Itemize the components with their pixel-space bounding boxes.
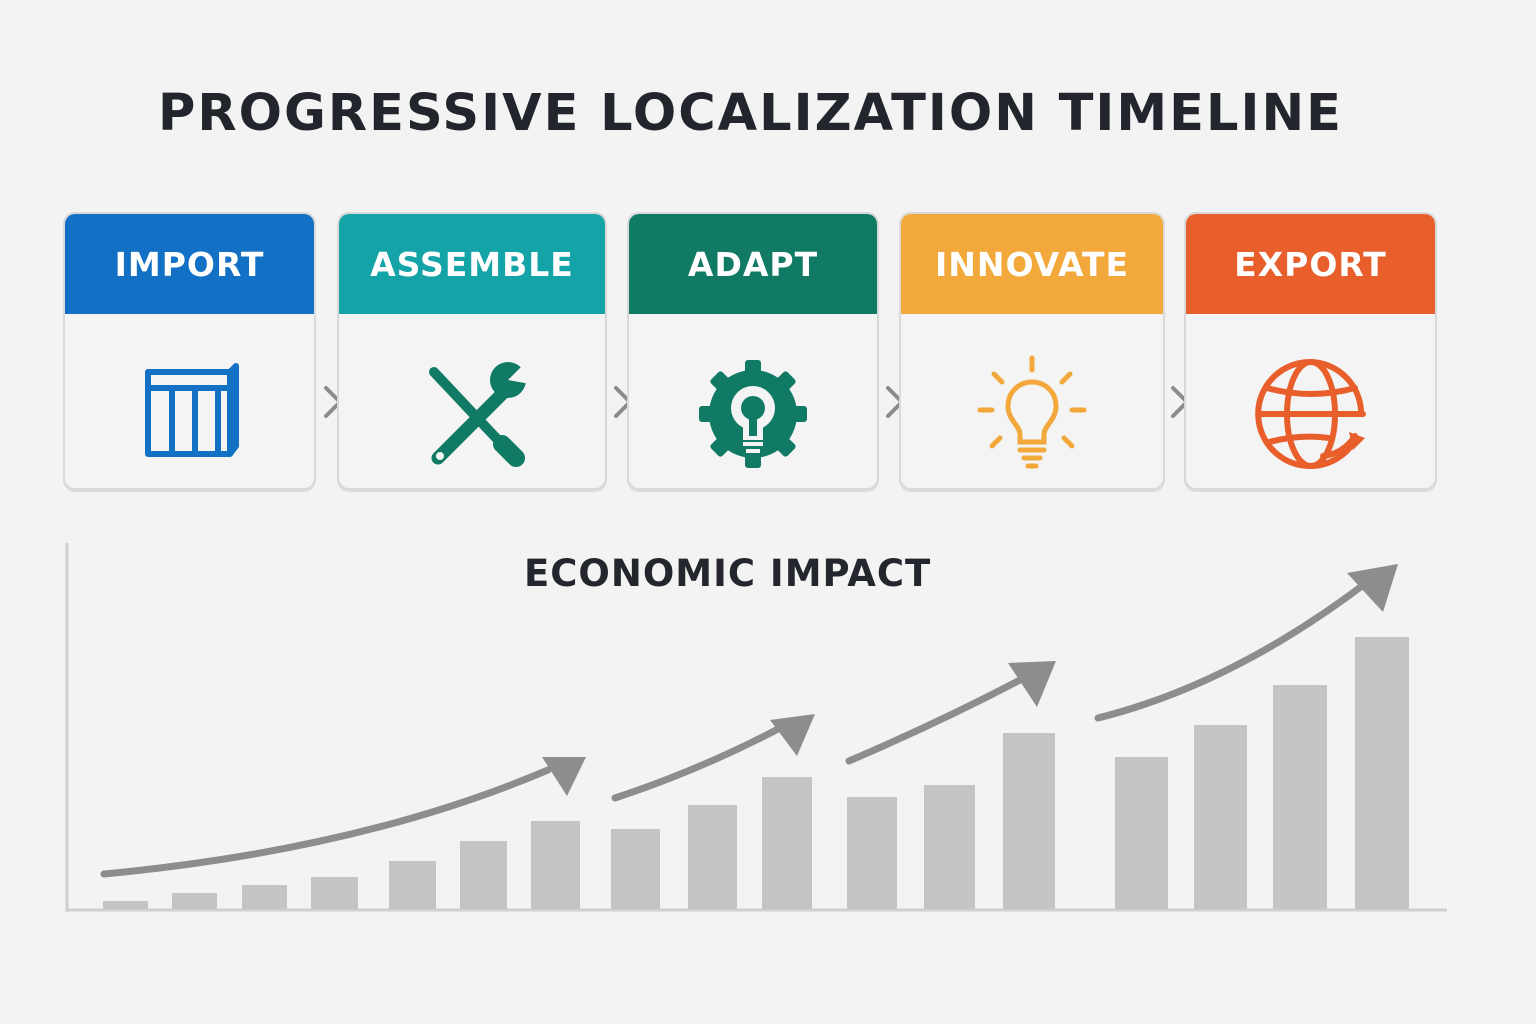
trend-arrow-2 — [611, 724, 784, 802]
trend-arrowhead-2 — [770, 714, 815, 756]
gear-lightbulb-icon — [693, 354, 813, 474]
stage-card-export[interactable]: EXPORT — [1184, 212, 1437, 490]
stage-card-import[interactable]: IMPORT — [63, 212, 316, 490]
grid-table-icon — [130, 354, 250, 474]
bar-16 — [1273, 685, 1327, 909]
bar-5 — [389, 861, 436, 909]
bars-group — [103, 637, 1409, 909]
stage-header-export: EXPORT — [1186, 214, 1435, 314]
trend-arrow-4 — [1094, 582, 1366, 722]
bar-6 — [460, 841, 507, 909]
stage-label: INNOVATE — [934, 244, 1129, 284]
bar-17 — [1355, 637, 1409, 909]
bar-13 — [1003, 733, 1055, 909]
bar-10 — [762, 777, 812, 909]
stage-header-adapt: ADAPT — [629, 214, 877, 314]
trend-arrow-1 — [100, 766, 552, 878]
lightbulb-icon — [972, 354, 1092, 474]
stage-label: EXPORT — [1234, 244, 1387, 284]
bar-7 — [531, 821, 580, 909]
trend-arrow-3 — [845, 676, 1024, 765]
stage-label: IMPORT — [114, 244, 265, 284]
stage-card-innovate[interactable]: INNOVATE — [899, 212, 1165, 490]
bar-3 — [242, 885, 287, 909]
economic-impact-chart — [65, 543, 1447, 912]
wrench-screwdriver-icon — [412, 354, 532, 474]
page-title: PROGRESSIVE LOCALIZATION TIMELINE — [158, 84, 1343, 143]
stage-card-assemble[interactable]: ASSEMBLE — [337, 212, 607, 490]
stage-card-adapt[interactable]: ADAPT — [627, 212, 879, 490]
bar-15 — [1194, 725, 1247, 909]
stage-label: ASSEMBLE — [370, 244, 574, 284]
trend-arrows-group — [100, 564, 1398, 878]
bar-2 — [172, 893, 217, 909]
trend-arrowhead-4 — [1347, 564, 1398, 612]
bar-4 — [311, 877, 358, 909]
trend-arrowhead-1 — [542, 757, 586, 796]
stage-header-innovate: INNOVATE — [901, 214, 1163, 314]
chart-title: ECONOMIC IMPACT — [524, 552, 932, 595]
bar-9 — [688, 805, 737, 909]
bar-11 — [847, 797, 897, 909]
bar-14 — [1115, 757, 1168, 909]
bar-12 — [924, 785, 975, 909]
globe-arrow-icon — [1251, 354, 1371, 474]
stage-label: ADAPT — [687, 244, 819, 284]
bar-1 — [103, 901, 148, 909]
trend-arrowhead-3 — [1008, 661, 1056, 707]
stage-header-import: IMPORT — [65, 214, 314, 314]
stage-header-assemble: ASSEMBLE — [339, 214, 605, 314]
bar-8 — [611, 829, 660, 909]
